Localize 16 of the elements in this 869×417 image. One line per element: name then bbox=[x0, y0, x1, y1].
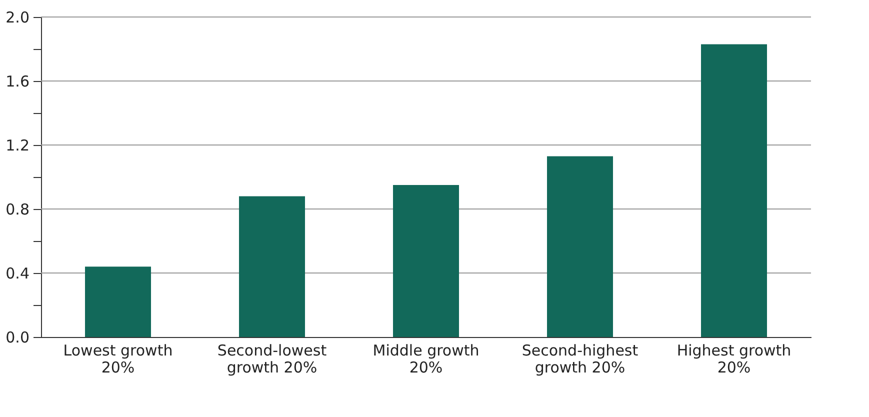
bar bbox=[85, 266, 151, 337]
bar bbox=[547, 156, 613, 337]
y-tick-label: 1.6 bbox=[6, 72, 30, 90]
x-tick-label: Second-highest growth 20% bbox=[522, 342, 638, 376]
y-tick-label: 1.2 bbox=[6, 136, 30, 154]
y-tick-label: 0.4 bbox=[6, 264, 30, 282]
x-tick-label: Highest growth 20% bbox=[676, 342, 792, 376]
bar bbox=[239, 196, 305, 337]
y-tick-label: 0.8 bbox=[6, 200, 30, 218]
x-tick-label: Lowest growth 20% bbox=[63, 342, 173, 376]
bar bbox=[393, 185, 459, 337]
y-tick-label: 0.0 bbox=[6, 328, 30, 346]
y-tick-label: 2.0 bbox=[6, 8, 30, 26]
x-tick-label: Middle growth 20% bbox=[372, 342, 480, 376]
bar bbox=[701, 44, 767, 337]
x-tick-label: Second-lowest growth 20% bbox=[217, 342, 327, 376]
